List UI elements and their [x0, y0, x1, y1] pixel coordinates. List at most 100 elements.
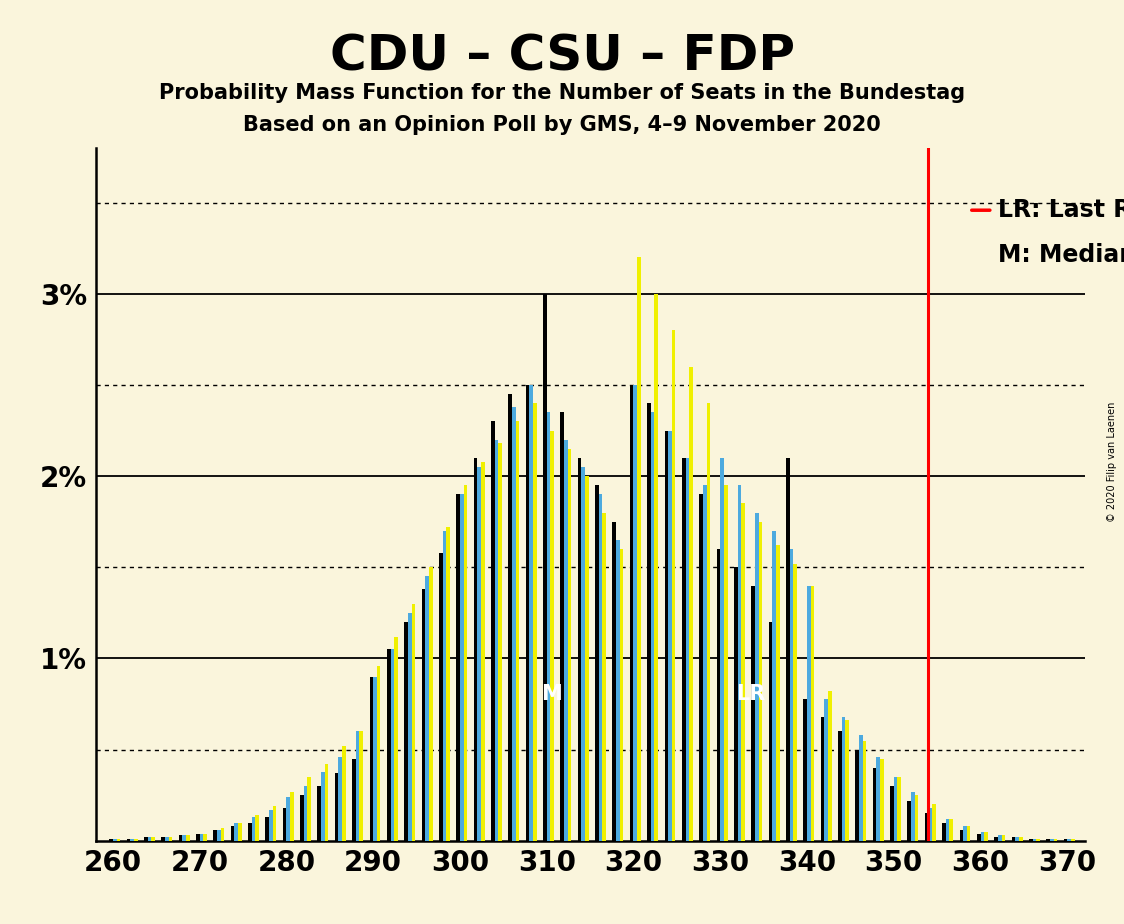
Bar	[699, 494, 702, 841]
Bar	[498, 444, 502, 841]
Bar	[845, 721, 849, 841]
Bar	[429, 567, 433, 841]
Bar	[1071, 839, 1075, 841]
Bar	[890, 786, 894, 841]
Bar	[928, 808, 932, 841]
Bar	[810, 586, 814, 841]
Bar	[960, 830, 963, 841]
Bar	[1068, 839, 1071, 841]
Bar	[317, 786, 321, 841]
Bar	[551, 431, 554, 841]
Bar	[1012, 837, 1015, 841]
Bar	[182, 835, 185, 841]
Bar	[220, 828, 225, 841]
Bar	[300, 796, 303, 841]
Bar	[1028, 839, 1033, 841]
Bar	[759, 522, 762, 841]
Bar	[516, 421, 519, 841]
Bar	[578, 458, 581, 841]
Bar	[724, 485, 727, 841]
Bar	[1015, 837, 1018, 841]
Bar	[473, 458, 478, 841]
Bar	[529, 385, 533, 841]
Bar	[165, 837, 169, 841]
Bar	[872, 768, 877, 841]
Bar	[112, 839, 117, 841]
Bar	[443, 530, 446, 841]
Bar	[203, 833, 207, 841]
Bar	[456, 494, 460, 841]
Bar	[945, 819, 950, 841]
Bar	[439, 553, 443, 841]
Bar	[564, 440, 568, 841]
Bar	[755, 513, 759, 841]
Bar	[616, 540, 619, 841]
Bar	[720, 458, 724, 841]
Bar	[824, 699, 828, 841]
Bar	[144, 837, 147, 841]
Bar	[1018, 837, 1023, 841]
Bar	[717, 549, 720, 841]
Bar	[321, 772, 325, 841]
Bar	[335, 773, 338, 841]
Bar	[629, 385, 634, 841]
Bar	[338, 757, 342, 841]
Bar	[907, 801, 912, 841]
Bar	[912, 792, 915, 841]
Bar	[672, 330, 676, 841]
Bar	[686, 458, 689, 841]
Bar	[932, 805, 936, 841]
Bar	[533, 403, 536, 841]
Bar	[200, 833, 203, 841]
Bar	[360, 732, 363, 841]
Text: © 2020 Filip van Laenen: © 2020 Filip van Laenen	[1107, 402, 1117, 522]
Bar	[998, 835, 1001, 841]
Bar	[702, 485, 707, 841]
Bar	[1050, 839, 1053, 841]
Bar	[162, 837, 165, 841]
Bar	[446, 528, 450, 841]
Bar	[925, 813, 928, 841]
Bar	[269, 809, 273, 841]
Bar	[963, 826, 967, 841]
Bar	[568, 449, 571, 841]
Bar	[235, 822, 238, 841]
Bar	[152, 837, 155, 841]
Bar	[855, 749, 859, 841]
Bar	[647, 403, 651, 841]
Bar	[408, 613, 411, 841]
Bar	[217, 830, 220, 841]
Text: M: Median: M: Median	[998, 243, 1124, 267]
Bar	[985, 832, 988, 841]
Bar	[387, 650, 390, 841]
Bar	[491, 421, 495, 841]
Bar	[370, 676, 373, 841]
Bar	[1063, 839, 1068, 841]
Bar	[980, 832, 985, 841]
Bar	[1053, 839, 1058, 841]
Bar	[776, 545, 780, 841]
Bar	[390, 650, 395, 841]
Bar	[839, 732, 842, 841]
Bar	[863, 740, 867, 841]
Bar	[769, 622, 772, 841]
Bar	[342, 746, 346, 841]
Bar	[130, 839, 134, 841]
Bar	[273, 806, 277, 841]
Bar	[303, 786, 308, 841]
Bar	[405, 622, 408, 841]
Bar	[682, 458, 686, 841]
Bar	[602, 513, 606, 841]
Bar	[411, 603, 415, 841]
Bar	[526, 385, 529, 841]
Bar	[599, 494, 602, 841]
Bar	[977, 833, 980, 841]
Bar	[595, 485, 599, 841]
Bar	[637, 257, 641, 841]
Bar	[325, 764, 328, 841]
Bar	[179, 835, 182, 841]
Bar	[915, 796, 918, 841]
Bar	[668, 431, 672, 841]
Bar	[508, 394, 513, 841]
Bar	[308, 777, 311, 841]
